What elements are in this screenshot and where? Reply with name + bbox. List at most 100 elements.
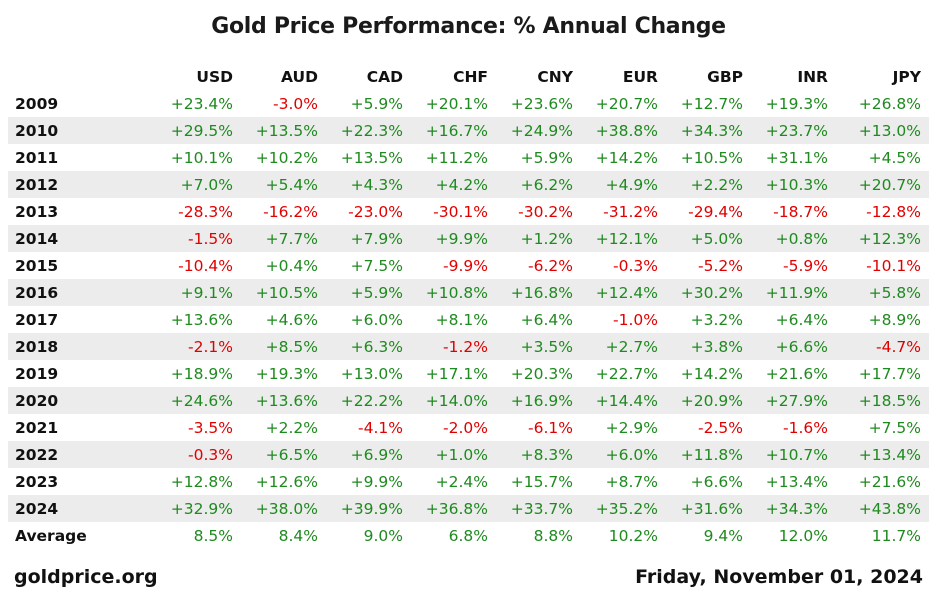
value-cell: -5.9% (783, 256, 828, 275)
value-cell: +6.5% (241, 441, 326, 468)
value-cell: +6.9% (326, 441, 411, 468)
value-cell: +8.5% (241, 333, 326, 360)
value-cell: +16.8% (496, 279, 581, 306)
value-cell: +23.7% (751, 117, 836, 144)
value-cell: +21.6% (765, 364, 828, 383)
value-cell: +27.9% (751, 387, 836, 414)
row-label: 2024 (8, 495, 116, 522)
row-label: 2009 (15, 94, 59, 113)
table-row: 2018 -2.1% +8.5% +6.3% -1.2% +3.5% +2.7% +3.8% +… (8, 333, 929, 360)
value-cell: +14.2% (595, 148, 658, 167)
value-cell: -6.2% (528, 256, 573, 275)
value-cell: +8.1% (435, 310, 488, 329)
value-cell: +5.4% (241, 171, 326, 198)
value-cell: -2.1% (116, 333, 241, 360)
value-cell: -31.2% (603, 202, 658, 221)
value-cell: +18.5% (836, 387, 929, 414)
value-cell: +8.9% (868, 310, 921, 329)
value-cell: +5.9% (350, 94, 403, 113)
value-cell: -4.7% (836, 333, 929, 360)
value-cell: +13.5% (340, 148, 403, 167)
value-cell: +11.2% (425, 148, 488, 167)
value-cell: +14.2% (680, 364, 743, 383)
value-cell: -23.0% (348, 202, 403, 221)
table-row: 2016 +9.1% +10.5% +5.9% +10.8% +16.8% +12.4% +3… (8, 279, 929, 306)
value-cell: +24.6% (116, 387, 241, 414)
value-cell: +20.7% (836, 171, 929, 198)
value-cell: -10.1% (866, 256, 921, 275)
value-cell: +35.2% (581, 495, 666, 522)
value-cell: +26.8% (858, 94, 921, 113)
row-label: 2013 (15, 202, 59, 221)
value-cell: 10.2% (608, 526, 658, 545)
value-cell: +10.3% (751, 171, 836, 198)
value-cell: +4.3% (326, 171, 411, 198)
performance-table: USD AUD CAD CHF CNY EUR GBP INR JPY 2009 +23.4% -3… (8, 64, 929, 549)
value-cell: -1.2% (411, 333, 496, 360)
value-cell: +13.4% (836, 441, 929, 468)
value-cell: -1.0% (613, 310, 658, 329)
table-row: 2015 -10.4% +0.4% +7.5% -9.9% -6.2% -0.3% -5.2%… (8, 252, 929, 279)
value-cell: 9.4% (703, 526, 743, 545)
value-cell: +7.7% (241, 225, 326, 252)
value-cell: +20.9% (666, 387, 751, 414)
column-header-aud: AUD (281, 68, 318, 86)
value-cell: +22.7% (595, 364, 658, 383)
date-label: Friday, November 01, 2024 (635, 566, 923, 588)
value-cell: +30.2% (666, 279, 751, 306)
value-cell: -3.5% (188, 418, 233, 437)
column-header-eur: EUR (622, 68, 658, 86)
value-cell: +2.2% (265, 418, 318, 437)
value-cell: +16.9% (496, 387, 581, 414)
column-header-cad: CAD (366, 68, 403, 86)
value-cell: +19.3% (255, 364, 318, 383)
value-cell: +31.6% (666, 495, 751, 522)
value-cell: +15.7% (510, 472, 573, 491)
value-cell: +33.7% (496, 495, 581, 522)
column-header-gbp: GBP (707, 68, 743, 86)
table-row: 2012 +7.0% +5.4% +4.3% +4.2% +6.2% +4.9% +2.2% +… (8, 171, 929, 198)
value-cell: 9.0% (363, 526, 403, 545)
table-row: 2014 -1.5% +7.7% +7.9% +9.9% +1.2% +12.1% +5.0%… (8, 225, 929, 252)
value-cell: +12.3% (836, 225, 929, 252)
value-cell: +3.5% (496, 333, 581, 360)
value-cell: +12.4% (581, 279, 666, 306)
table-row: 2021 -3.5% +2.2% -4.1% -2.0% -6.1% +2.9% -2.5% -… (8, 414, 929, 441)
value-cell: +36.8% (411, 495, 496, 522)
value-cell: +4.2% (411, 171, 496, 198)
value-cell: +6.0% (350, 310, 403, 329)
value-cell: +23.4% (170, 94, 233, 113)
value-cell: 11.7% (871, 526, 921, 545)
value-cell: +13.0% (836, 117, 929, 144)
row-label: 2010 (8, 117, 116, 144)
value-cell: +11.9% (751, 279, 836, 306)
value-cell: +38.0% (241, 495, 326, 522)
value-cell: +17.7% (858, 364, 921, 383)
row-label: 2019 (15, 364, 59, 383)
value-cell: -0.3% (613, 256, 658, 275)
value-cell: -10.4% (178, 256, 233, 275)
value-cell: +22.3% (326, 117, 411, 144)
value-cell: -0.3% (116, 441, 241, 468)
value-cell: +8.3% (496, 441, 581, 468)
value-cell: -1.6% (783, 418, 828, 437)
table-row: 2020 +24.6% +13.6% +22.2% +14.0% +16.9% +14.4%… (8, 387, 929, 414)
value-cell: +12.7% (680, 94, 743, 113)
value-cell: +3.8% (666, 333, 751, 360)
value-cell: -28.3% (178, 202, 233, 221)
value-cell: +10.1% (170, 148, 233, 167)
value-cell: +6.4% (520, 310, 573, 329)
value-cell: +0.8% (751, 225, 836, 252)
value-cell: +5.0% (666, 225, 751, 252)
value-cell: +3.2% (690, 310, 743, 329)
value-cell: +20.7% (595, 94, 658, 113)
value-cell: -30.1% (433, 202, 488, 221)
value-cell: +24.9% (496, 117, 581, 144)
row-label: 2015 (15, 256, 59, 275)
value-cell: +16.7% (411, 117, 496, 144)
value-cell: +1.0% (411, 441, 496, 468)
value-cell: -5.2% (698, 256, 743, 275)
value-cell: +14.4% (581, 387, 666, 414)
table-row: 2011 +10.1% +10.2% +13.5% +11.2% +5.9% +14.2% +… (8, 144, 929, 171)
value-cell: +34.3% (666, 117, 751, 144)
